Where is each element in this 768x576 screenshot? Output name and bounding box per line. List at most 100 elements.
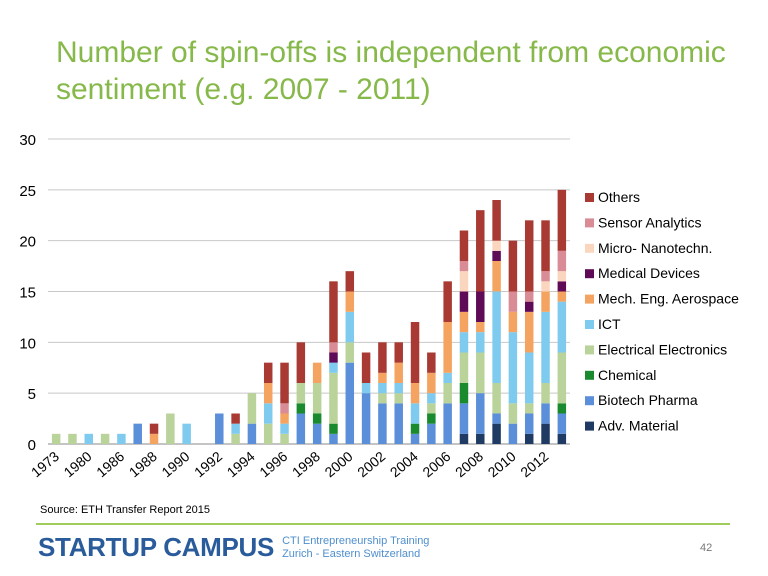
bar-segment <box>345 362 355 444</box>
bar-segment <box>378 342 387 373</box>
bar-segment <box>84 433 94 444</box>
bar-segment <box>557 352 567 404</box>
bar-segment <box>508 291 518 312</box>
bar-segment <box>394 403 403 444</box>
bar-segment <box>247 423 257 444</box>
bar-segment <box>476 433 485 444</box>
bar-segment <box>492 261 501 292</box>
legend-label: Biotech Pharma <box>598 392 698 408</box>
bar-segment <box>231 423 240 434</box>
bar-segment <box>312 423 322 444</box>
x-tick-label: 1980 <box>61 448 95 480</box>
bar-segment <box>410 403 420 424</box>
bar-segment <box>524 352 534 404</box>
legend-label: Medical Devices <box>598 265 700 281</box>
bar-segment <box>557 281 567 292</box>
bar-segment <box>51 433 61 444</box>
bar-segment <box>492 383 501 414</box>
bar-segment <box>459 230 469 261</box>
bar-segment <box>427 352 436 373</box>
source-note: Source: ETH Transfer Report 2015 <box>40 504 210 516</box>
bar-segment <box>476 291 485 322</box>
legend-swatch <box>585 269 594 279</box>
x-tick-label: 1992 <box>191 448 225 480</box>
bar-segment <box>280 403 289 414</box>
bar-segment <box>280 433 289 444</box>
bar-segment <box>280 423 289 434</box>
bar-segment <box>459 383 469 404</box>
legend-swatch <box>585 243 594 253</box>
y-tick-label: 20 <box>19 234 36 251</box>
bar-segment <box>427 413 436 424</box>
bar-segment <box>492 423 501 444</box>
bar-segment <box>296 413 306 444</box>
bar-segment <box>524 220 534 292</box>
bar-segment <box>476 322 485 333</box>
bar-segment <box>459 332 469 353</box>
bar-segment <box>345 311 355 343</box>
bar-segment <box>492 240 501 251</box>
x-tick-label: 2002 <box>354 448 388 480</box>
bar-segment <box>296 342 306 383</box>
bar-segment <box>361 393 371 444</box>
bar-segment <box>492 250 501 261</box>
bar-segment <box>378 403 387 444</box>
bar-segment <box>427 393 436 404</box>
bar-segment <box>166 413 175 444</box>
bar-segment <box>557 189 567 251</box>
bar-segment <box>492 200 501 241</box>
bar-segment <box>459 311 469 333</box>
bar-segment <box>378 383 387 394</box>
bar-segment <box>459 352 469 383</box>
bar-segment <box>345 291 355 312</box>
x-tick-label: 1996 <box>256 448 290 480</box>
bar-segment <box>329 342 338 353</box>
bar-segment <box>263 362 273 383</box>
x-tick-label: 1990 <box>158 448 192 480</box>
bar-segment <box>263 423 273 444</box>
legend-swatch <box>585 193 594 202</box>
x-tick-label: 2000 <box>322 448 356 480</box>
x-tick-label: 2008 <box>452 448 486 480</box>
bar-segment <box>492 291 501 383</box>
logo-subtitle-line-1: CTI Entrepreneurship Training <box>282 534 430 547</box>
bar-segment <box>492 413 501 424</box>
legend-swatch <box>585 294 594 304</box>
legend-label: Micro- Nanotechn. <box>598 240 712 256</box>
bar-segment <box>541 383 550 404</box>
x-tick-label: 1988 <box>126 448 160 480</box>
bar-segment <box>149 423 159 434</box>
bar-segment <box>329 423 338 434</box>
bar-segment <box>459 261 469 272</box>
bar-segment <box>459 403 469 434</box>
bar-segment <box>524 311 534 353</box>
legend-swatch <box>585 396 594 406</box>
bar-segment <box>100 433 110 444</box>
bar-segment <box>394 362 403 383</box>
bar-segment <box>149 433 159 444</box>
bar-segment <box>394 393 403 404</box>
legend-label: ICT <box>598 316 621 332</box>
legend-swatch <box>585 320 594 329</box>
bar-segment <box>68 433 77 444</box>
bar-segment <box>541 271 550 282</box>
bar-segment <box>378 372 387 383</box>
legend-label: Sensor Analytics <box>598 214 702 230</box>
bar-segment <box>182 423 191 444</box>
legend-label: Electrical Electronics <box>598 341 727 357</box>
bar-segment <box>296 383 306 404</box>
bar-segment <box>133 423 142 444</box>
x-tick-label: 1994 <box>224 448 258 480</box>
footer-divider <box>36 523 730 525</box>
bar-segment <box>361 352 371 383</box>
legend-label: Adv. Material <box>598 418 679 434</box>
bar-segment <box>557 271 567 282</box>
bar-segment <box>345 342 355 363</box>
bar-segment <box>541 311 550 383</box>
bar-segment <box>508 332 518 404</box>
bar-segment <box>410 383 420 404</box>
legend-swatch <box>585 218 594 228</box>
bar-segment <box>557 291 567 302</box>
bar-segment <box>508 311 518 333</box>
bar-segment <box>345 271 355 292</box>
